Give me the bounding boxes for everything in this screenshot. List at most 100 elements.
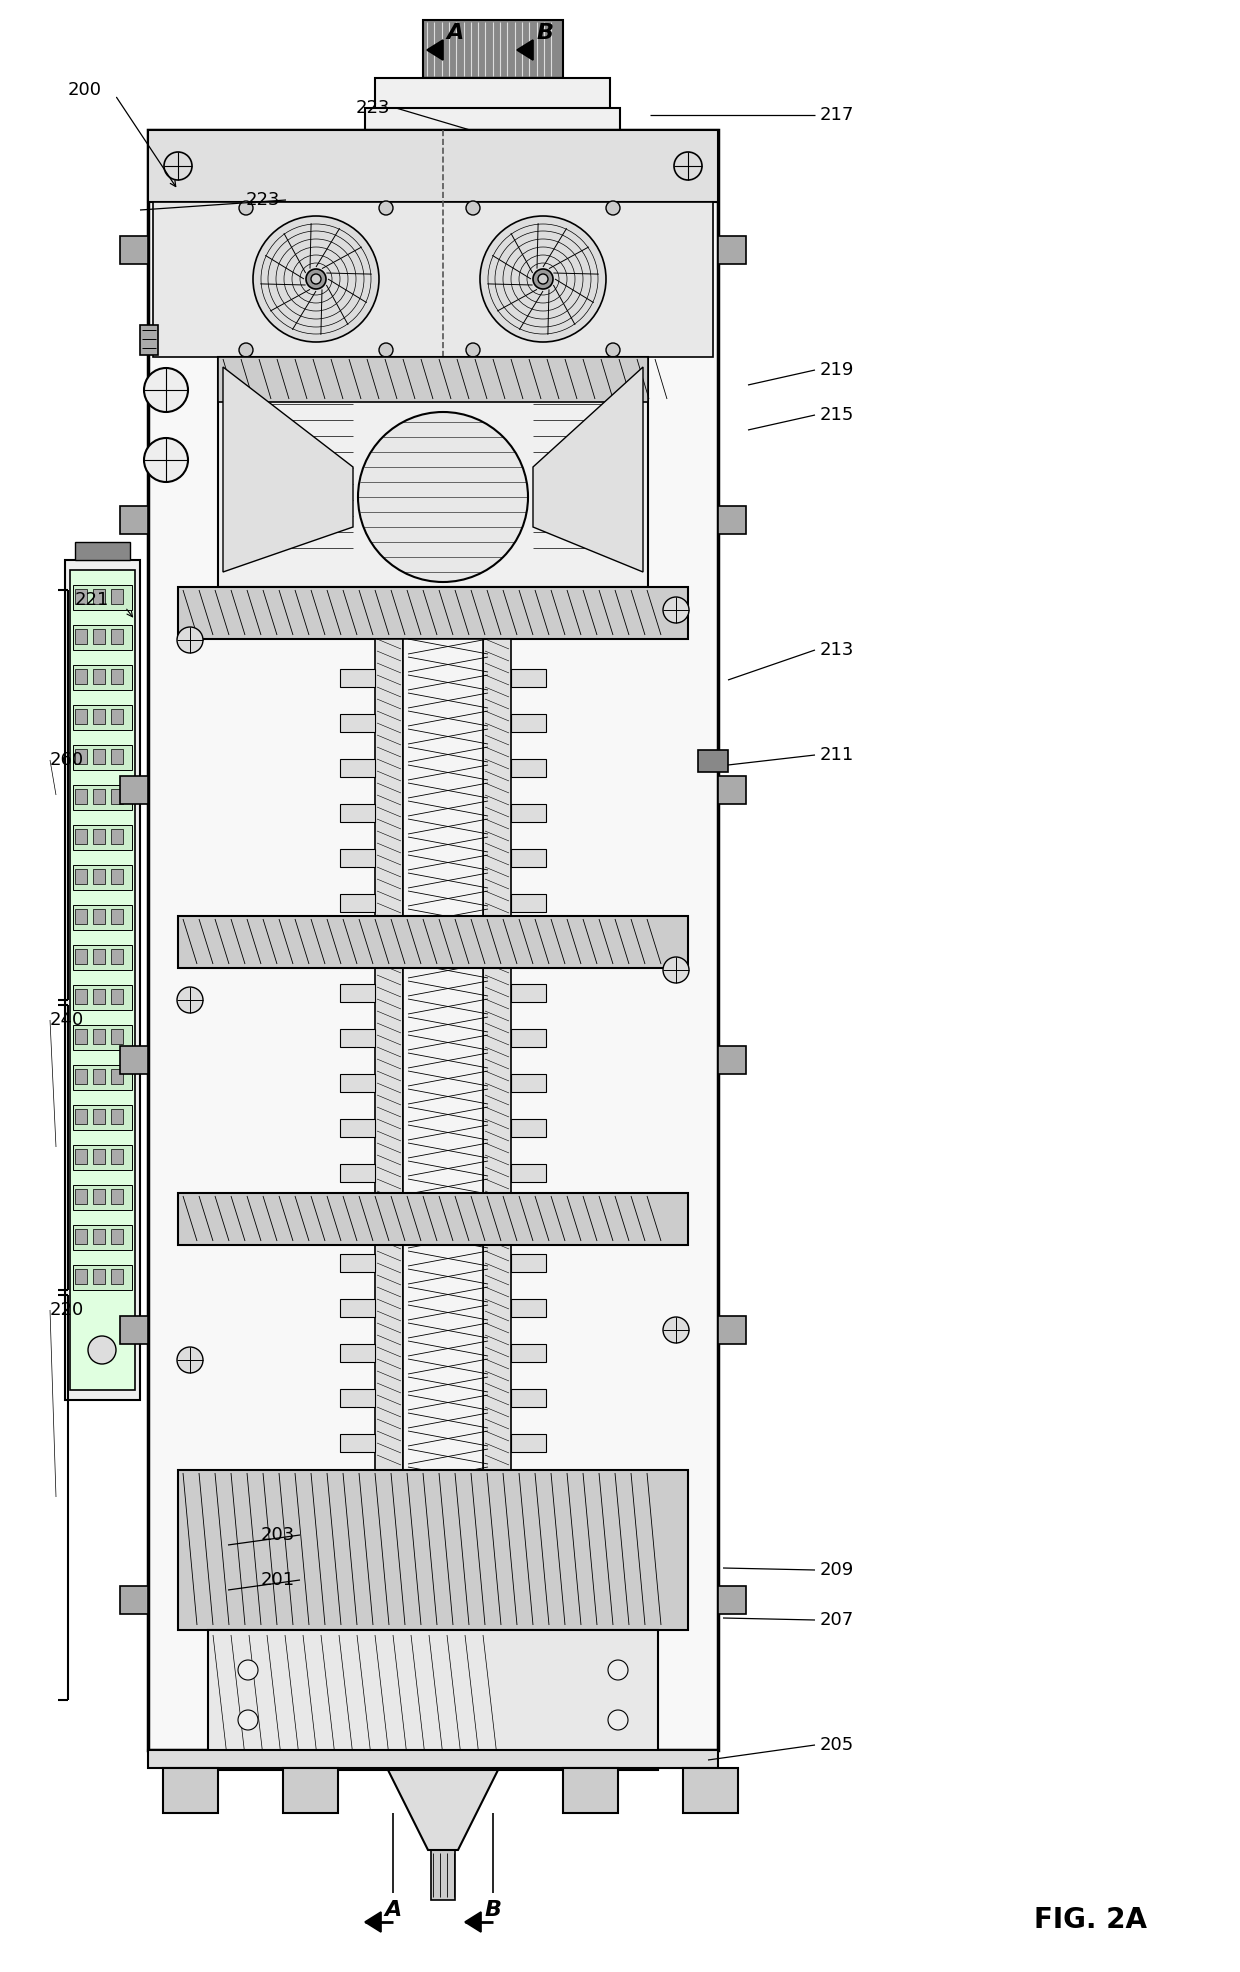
Bar [511, 805, 546, 822]
Polygon shape [388, 1771, 498, 1850]
Bar [698, 749, 728, 771]
Bar [73, 984, 131, 1010]
Circle shape [663, 1317, 689, 1343]
Bar [218, 357, 649, 402]
Bar [73, 1185, 131, 1211]
Bar [73, 665, 131, 690]
Circle shape [144, 369, 188, 412]
Polygon shape [427, 39, 443, 59]
Bar [340, 1118, 374, 1138]
Bar [74, 1189, 87, 1205]
Bar [511, 714, 546, 732]
Bar [340, 1434, 374, 1451]
Bar [208, 1631, 658, 1771]
Circle shape [466, 201, 480, 215]
Bar [340, 1029, 374, 1047]
Bar [403, 639, 484, 1469]
Text: 200: 200 [68, 81, 102, 99]
Bar [683, 1769, 738, 1812]
Bar [112, 749, 123, 763]
Bar [511, 850, 546, 868]
Circle shape [253, 217, 379, 341]
Bar [511, 1434, 546, 1451]
Bar [511, 759, 546, 777]
Bar [179, 1193, 688, 1244]
Bar [365, 108, 620, 148]
Bar [112, 669, 123, 684]
Text: 207: 207 [820, 1611, 854, 1629]
Bar [340, 1345, 374, 1363]
Bar [93, 749, 105, 763]
Bar [374, 639, 403, 1469]
Bar [511, 669, 546, 686]
Circle shape [177, 988, 203, 1014]
Bar [340, 1300, 374, 1317]
Bar [511, 939, 546, 956]
Bar [74, 870, 87, 883]
Text: 205: 205 [820, 1735, 854, 1753]
Bar [93, 990, 105, 1004]
Bar [73, 1225, 131, 1250]
Bar [511, 1118, 546, 1138]
Bar [74, 749, 87, 763]
Text: A: A [446, 24, 464, 43]
Text: 240: 240 [50, 1012, 84, 1029]
Text: A: A [384, 1899, 402, 1921]
Bar [511, 1029, 546, 1047]
Bar [74, 990, 87, 1004]
Bar [74, 710, 87, 724]
Circle shape [466, 343, 480, 357]
Bar [340, 1209, 374, 1227]
Bar [511, 893, 546, 911]
Text: 201: 201 [260, 1572, 295, 1589]
Bar [112, 1029, 123, 1043]
Bar [374, 79, 610, 148]
Bar [432, 1850, 455, 1899]
Text: 215: 215 [820, 406, 854, 424]
Bar [148, 130, 718, 1749]
Circle shape [379, 343, 393, 357]
Bar [93, 870, 105, 883]
Bar [112, 1270, 123, 1284]
Bar [112, 1229, 123, 1244]
Polygon shape [465, 1913, 481, 1933]
Text: 209: 209 [820, 1562, 854, 1580]
Bar [120, 237, 148, 264]
Circle shape [606, 201, 620, 215]
Circle shape [663, 598, 689, 623]
Bar [718, 1585, 746, 1613]
Bar [112, 1069, 123, 1085]
Bar [120, 1045, 148, 1075]
Circle shape [480, 217, 606, 341]
Bar [73, 905, 131, 931]
Bar [73, 1104, 131, 1130]
Bar [73, 1065, 131, 1091]
Text: 221: 221 [74, 592, 109, 609]
Bar [74, 542, 130, 560]
Bar [511, 1163, 546, 1181]
Bar [340, 939, 374, 956]
Circle shape [533, 268, 553, 290]
Circle shape [239, 201, 253, 215]
Text: 220: 220 [50, 1302, 84, 1319]
Bar [112, 629, 123, 645]
Bar [74, 909, 87, 925]
Bar [93, 828, 105, 844]
Bar [73, 745, 131, 769]
Bar [74, 789, 87, 805]
Bar [73, 1264, 131, 1290]
Bar [112, 1108, 123, 1124]
Bar [120, 507, 148, 534]
Bar [73, 706, 131, 730]
Polygon shape [533, 367, 644, 572]
Bar [73, 625, 131, 651]
Bar [718, 237, 746, 264]
Bar [179, 1469, 688, 1631]
Bar [73, 824, 131, 850]
Bar [340, 669, 374, 686]
Text: 223: 223 [246, 191, 280, 209]
Circle shape [606, 343, 620, 357]
Bar [718, 777, 746, 805]
Circle shape [379, 201, 393, 215]
Bar [179, 917, 688, 968]
